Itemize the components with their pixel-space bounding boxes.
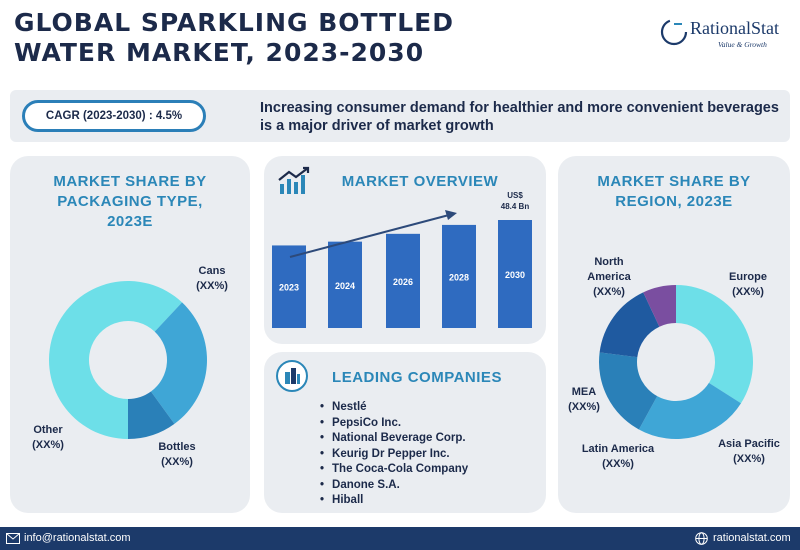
packaging-share-panel: MARKET SHARE BY PACKAGING TYPE, 2023E Ca… — [10, 156, 250, 513]
bar-label-2026: 2026 — [393, 277, 413, 287]
title-line-1: GLOBAL SPARKLING BOTTLED — [14, 8, 454, 37]
donut-slice-other — [128, 391, 175, 439]
asia-pacific-label: Asia Pacific (XX%) — [708, 437, 790, 467]
bar-2023 — [272, 245, 306, 328]
list-item: PepsiCo Inc. — [320, 416, 468, 432]
donut-slice-latin-america — [599, 292, 660, 358]
bar-label-2028: 2028 — [449, 272, 469, 282]
europe-label-name: Europe — [729, 271, 767, 283]
list-item: Keurig Dr Pepper Inc. — [320, 447, 468, 463]
packaging-title-line-3: 2023E — [107, 213, 153, 230]
latin-america-label: Latin America (XX%) — [574, 442, 662, 472]
packaging-panel-title: MARKET SHARE BY PACKAGING TYPE, 2023E — [10, 172, 250, 232]
trend-arrow-line — [289, 214, 450, 258]
logo-name: RationalStat — [690, 18, 779, 38]
europe-label: Europe (XX%) — [716, 270, 780, 300]
donut-slice-cans — [49, 281, 183, 439]
donut-slice-north-america — [676, 285, 753, 404]
growth-chart-icon — [278, 166, 310, 194]
donut-slice-asia-pacific — [599, 352, 658, 430]
packaging-donut-chart — [49, 281, 207, 439]
list-item: National Beverage Corp. — [320, 431, 468, 447]
list-item: Danone S.A. — [320, 478, 468, 494]
market-overview-bar-chart: 2023 2024 2026 2028 2030 — [272, 210, 532, 328]
trend-arrow-head — [445, 210, 457, 220]
footer-bar: info@rationalstat.com rationalstat.com — [0, 527, 800, 550]
website-link[interactable]: rationalstat.com — [713, 532, 791, 544]
asia-pacific-label-value: (XX%) — [733, 453, 765, 465]
logo-tagline: Value & Growth — [718, 40, 767, 49]
summary-banner: CAGR (2023-2030) : 4.5% Increasing consu… — [10, 90, 790, 142]
title-line-2: WATER MARKET, 2023-2030 — [14, 38, 425, 67]
bar-2028 — [442, 224, 476, 328]
bar-2026 — [386, 233, 420, 328]
mea-label-name: MEA — [571, 386, 597, 398]
market-value-amount: 48.4 Bn — [500, 202, 530, 211]
list-item: The Coca-Cola Company — [320, 462, 468, 478]
mea-label: MEA (XX%) — [560, 385, 608, 415]
market-driver-text: Increasing consumer demand for healthier… — [260, 100, 779, 134]
bottles-label: Bottles (XX%) — [140, 440, 214, 470]
north-america-label-name: North America — [587, 256, 631, 283]
packaging-title-line-1: MARKET SHARE BY — [53, 173, 207, 190]
bar-label-2030: 2030 — [505, 270, 525, 280]
region-title-line-1: MARKET SHARE BY — [597, 173, 751, 190]
north-america-label: North America (XX%) — [574, 255, 644, 300]
mea-label-value: (XX%) — [568, 401, 600, 413]
latin-america-label-value: (XX%) — [602, 458, 634, 470]
cans-label-name: Cans — [198, 265, 226, 277]
other-label: Other (XX%) — [12, 423, 84, 453]
email-link[interactable]: info@rationalstat.com — [24, 532, 131, 544]
cagr-badge: CAGR (2023-2030) : 4.5% — [22, 100, 206, 132]
region-donut-chart — [599, 285, 753, 439]
donut-slice-mea — [643, 285, 676, 327]
market-value-label: US$ 48.4 Bn — [488, 190, 542, 212]
bar-2024 — [328, 241, 362, 328]
companies-list: Nestlé PepsiCo Inc. National Beverage Co… — [320, 400, 468, 509]
other-label-value: (XX%) — [32, 439, 64, 451]
north-america-label-value: (XX%) — [593, 286, 625, 298]
market-overview-panel: MARKET OVERVIEW 2023 2024 2026 2028 2030 US$… — [264, 156, 546, 344]
brand-logo: RationalStat Value & Growth — [660, 14, 790, 54]
leading-companies-panel: LEADING COMPANIES Nestlé PepsiCo Inc. Na… — [264, 352, 546, 513]
donut-slice-europe — [638, 382, 742, 439]
building-icon — [276, 360, 308, 392]
overview-panel-title: MARKET OVERVIEW — [341, 173, 499, 190]
market-value-currency: US$ — [507, 191, 523, 200]
region-panel-title: MARKET SHARE BY REGION, 2023E — [558, 172, 790, 212]
mail-icon — [6, 533, 20, 544]
other-label-name: Other — [33, 424, 63, 436]
globe-icon — [695, 532, 708, 545]
region-share-panel: MARKET SHARE BY REGION, 2023E North Amer… — [558, 156, 790, 513]
donut-slice-bottles — [150, 302, 207, 424]
europe-label-value: (XX%) — [732, 286, 764, 298]
bar-2030 — [498, 220, 532, 328]
packaging-title-line-2: PACKAGING TYPE, — [57, 193, 203, 210]
cans-label-value: (XX%) — [196, 280, 228, 292]
bottles-label-value: (XX%) — [161, 456, 193, 468]
list-item: Hiball — [320, 493, 468, 509]
asia-pacific-label-name: Asia Pacific — [718, 438, 780, 450]
companies-panel-title: LEADING COMPANIES — [332, 369, 502, 386]
region-title-line-2: REGION, 2023E — [615, 193, 733, 210]
bottles-label-name: Bottles — [158, 441, 196, 453]
logo-mark-icon — [660, 18, 688, 46]
page-title: GLOBAL SPARKLING BOTTLED WATER MARKET, 2… — [14, 8, 534, 68]
cans-label: Cans (XX%) — [180, 264, 244, 294]
bar-label-2023: 2023 — [279, 283, 299, 293]
bar-label-2024: 2024 — [335, 281, 355, 291]
latin-america-label-name: Latin America — [581, 443, 655, 455]
list-item: Nestlé — [320, 400, 468, 416]
